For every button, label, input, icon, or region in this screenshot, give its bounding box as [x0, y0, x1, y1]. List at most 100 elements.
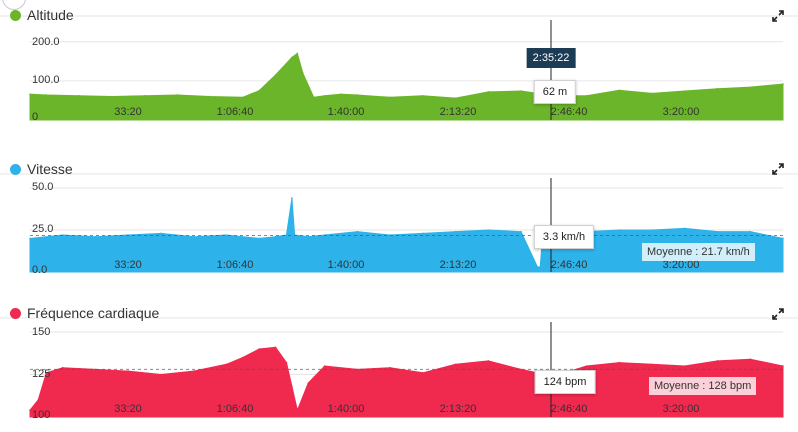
data-point	[209, 95, 211, 98]
data-point	[389, 366, 391, 369]
data-point	[487, 360, 490, 362]
data-point	[296, 52, 299, 55]
data-point	[160, 232, 162, 235]
data-point	[356, 230, 359, 233]
expand-icon[interactable]	[772, 163, 784, 175]
x-tick-label: 33:20	[114, 403, 142, 415]
x-tick-label: 33:20	[114, 106, 142, 118]
x-tick-label: 2:46:40	[550, 106, 588, 118]
data-point	[29, 409, 31, 411]
data-point	[285, 361, 288, 364]
data-point	[782, 83, 784, 85]
data-point	[296, 409, 299, 411]
data-point	[651, 229, 653, 231]
data-point	[291, 385, 293, 388]
data-point	[78, 94, 80, 97]
data-point	[749, 358, 752, 360]
speed-title: Vitesse	[27, 161, 73, 177]
data-point	[225, 363, 228, 366]
heart-rate-panel: Fréquence cardiaque 150 125 100 33:20 1:…	[0, 290, 798, 430]
heart-rate-legend[interactable]: Fréquence cardiaque	[10, 304, 159, 322]
data-point	[45, 94, 48, 96]
data-point	[536, 266, 539, 268]
data-point	[94, 235, 97, 238]
data-point	[422, 372, 424, 374]
data-point	[422, 232, 424, 235]
data-point	[618, 229, 621, 231]
data-point	[585, 94, 588, 97]
x-tick-label: 3:20:00	[662, 106, 700, 118]
data-point	[323, 94, 326, 97]
data-point	[454, 230, 457, 233]
speed-panel: Vitesse 50.0 25.0 0.0 33:20 1:06:40 1:40…	[0, 145, 798, 285]
data-point	[274, 346, 277, 349]
speed-chart	[0, 173, 798, 273]
data-point	[29, 237, 31, 240]
data-point	[285, 234, 288, 236]
x-tick-label: 2:13:20	[439, 403, 477, 415]
y-tick-label: 100.0	[32, 74, 60, 86]
data-point	[312, 96, 315, 99]
data-point	[487, 229, 490, 231]
data-point	[258, 348, 260, 350]
data-point	[225, 234, 228, 236]
x-tick-label: 2:13:20	[439, 259, 477, 271]
data-point	[37, 399, 39, 401]
heart-rate-chart	[0, 317, 798, 418]
data-point	[340, 93, 342, 95]
data-point	[307, 235, 310, 238]
data-point	[61, 366, 64, 369]
x-tick-label: 1:06:40	[216, 259, 254, 271]
data-point	[749, 230, 752, 233]
data-point	[454, 363, 457, 366]
x-tick-label: 2:46:40	[550, 403, 588, 415]
data-point	[585, 365, 588, 367]
altitude-chart	[0, 15, 798, 121]
expand-icon[interactable]	[772, 308, 784, 320]
cursor-time-badge: 2:35:22	[526, 48, 576, 68]
data-point	[520, 90, 522, 92]
data-point	[242, 356, 244, 359]
speed-legend[interactable]: Vitesse	[10, 160, 73, 178]
speed-legend-dot	[10, 163, 21, 175]
data-point	[356, 94, 359, 96]
data-point	[618, 89, 621, 92]
data-point	[716, 87, 719, 90]
heart-rate-legend-dot	[10, 307, 21, 319]
expand-icon[interactable]	[772, 10, 784, 22]
data-point	[274, 74, 277, 76]
data-point	[389, 96, 391, 99]
data-point	[160, 373, 162, 376]
data-point	[192, 370, 195, 372]
heart-rate-average-label: Moyenne : 128 bpm	[649, 377, 757, 395]
y-tick-label: 0.0	[32, 264, 48, 276]
data-point	[274, 235, 277, 238]
x-tick-label: 3:20:00	[662, 259, 700, 271]
data-point	[716, 360, 719, 362]
data-point	[539, 266, 541, 268]
speed-tooltip: 3.3 km/h	[533, 225, 595, 249]
heart-rate-title: Fréquence cardiaque	[27, 305, 160, 321]
heart-rate-tooltip: 124 bpm	[534, 370, 596, 394]
y-tick-label: 50.0	[32, 181, 54, 193]
data-point	[618, 361, 621, 364]
data-point	[258, 89, 260, 92]
data-point	[422, 94, 424, 97]
speed-average-label: Moyenne : 21.7 km/h	[642, 243, 755, 261]
x-tick-label: 1:06:40	[216, 403, 254, 415]
data-point	[683, 227, 686, 230]
data-point	[651, 92, 653, 95]
data-point	[291, 197, 293, 199]
data-point	[520, 230, 522, 233]
data-point	[291, 56, 293, 59]
data-point	[45, 372, 48, 374]
data-point	[29, 93, 31, 95]
x-tick-label: 33:20	[114, 259, 142, 271]
altitude-legend[interactable]: Altitude	[10, 6, 74, 24]
data-point	[143, 94, 146, 97]
data-point	[258, 237, 260, 240]
data-point	[749, 86, 752, 88]
data-point	[716, 230, 719, 233]
data-point	[487, 91, 490, 93]
x-tick-label: 2:13:20	[439, 106, 477, 118]
